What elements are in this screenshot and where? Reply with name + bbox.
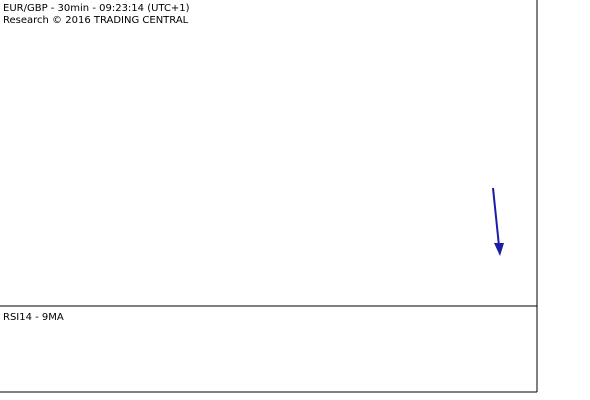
forecast-arrowhead xyxy=(494,243,504,256)
rsi-title: RSI14 - 9MA xyxy=(3,312,64,323)
label-layer: EUR/GBP - 30min - 09:23:14 (UTC+1) Resea… xyxy=(3,3,190,323)
chart-subtitle: Research © 2016 TRADING CENTRAL xyxy=(3,15,189,26)
forecast-arrow xyxy=(492,187,500,247)
chart-title: EUR/GBP - 30min - 09:23:14 (UTC+1) xyxy=(3,3,190,14)
